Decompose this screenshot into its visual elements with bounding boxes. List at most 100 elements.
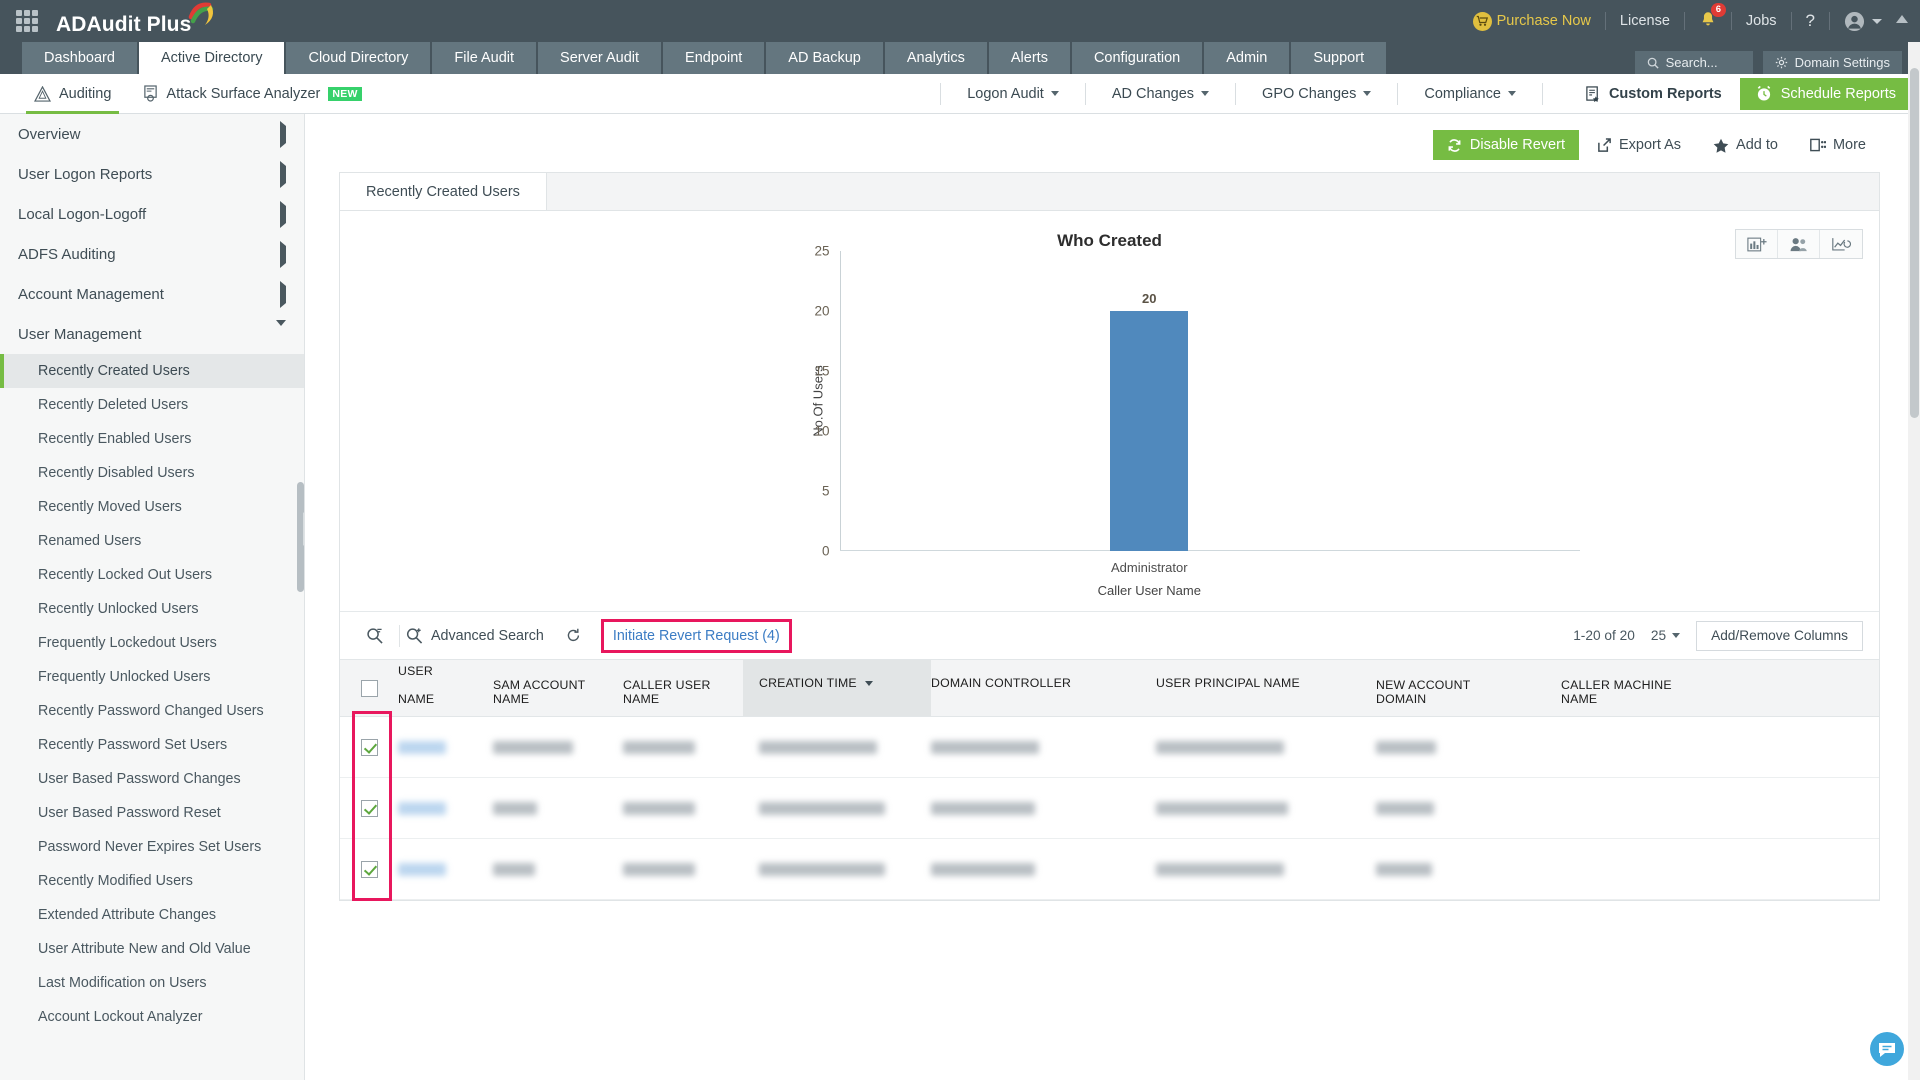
page-size-select[interactable]: 25 — [1651, 628, 1681, 643]
sidebar-group-user-logon-reports[interactable]: User Logon Reports — [0, 154, 304, 194]
search-input[interactable]: Search... — [1634, 51, 1753, 74]
chart-bar-view-button[interactable] — [1736, 230, 1778, 258]
sidebar-item-recently-moved-users[interactable]: Recently Moved Users — [38, 499, 182, 515]
select-all-checkbox[interactable] — [360, 679, 378, 697]
custom-reports-button[interactable]: Custom Reports — [1567, 86, 1740, 102]
column-header-caller-user-name[interactable]: CALLER USER NAME — [623, 678, 711, 706]
user-account-menu[interactable] — [1844, 11, 1882, 32]
column-header-caller-machine-name[interactable]: CALLER MACHINE NAME — [1561, 678, 1672, 706]
export-icon — [1598, 137, 1611, 152]
sidebar-item-recently-modified-users[interactable]: Recently Modified Users — [38, 873, 193, 889]
initiate-revert-request-link[interactable]: Initiate Revert Request (4) — [612, 627, 780, 644]
refresh-button[interactable] — [556, 628, 591, 643]
sidebar-item-recently-disabled-users[interactable]: Recently Disabled Users — [38, 465, 195, 481]
tab-server-audit[interactable]: Server Audit — [538, 42, 662, 74]
chart-y-tick: 25 — [814, 243, 830, 259]
sidebar-group-account-management[interactable]: Account Management — [0, 274, 304, 314]
chart-user-view-button[interactable] — [1778, 230, 1820, 258]
tab-endpoint[interactable]: Endpoint — [663, 42, 765, 74]
sidebar-group-adfs-auditing[interactable]: ADFS Auditing — [0, 234, 304, 274]
table-row[interactable] — [340, 717, 1879, 778]
sidebar-group-overview[interactable]: Overview — [0, 114, 304, 154]
jobs-link[interactable]: Jobs — [1745, 13, 1777, 29]
sidebar-item-user-based-password-changes[interactable]: User Based Password Changes — [38, 771, 241, 787]
tab-alerts[interactable]: Alerts — [988, 42, 1070, 74]
support-chat-button[interactable] — [1870, 1032, 1904, 1066]
sidebar-item-renamed-users[interactable]: Renamed Users — [38, 533, 142, 549]
sidebar-item-recently-locked-out-users[interactable]: Recently Locked Out Users — [38, 567, 213, 583]
tab-support[interactable]: Support — [1291, 42, 1387, 74]
menu-gpo-changes[interactable]: GPO Changes — [1236, 86, 1397, 102]
more-button[interactable]: More — [1796, 130, 1880, 160]
sidebar-item-account-lockout-analyzer[interactable]: Account Lockout Analyzer — [38, 1009, 203, 1025]
sidebar-item-recently-password-set-users[interactable]: Recently Password Set Users — [38, 737, 228, 753]
advanced-search-button[interactable]: Advanced Search — [406, 627, 556, 644]
sidebar-item-extended-attribute-changes[interactable]: Extended Attribute Changes — [38, 907, 217, 923]
divider — [1730, 12, 1732, 30]
sidebar-group-user-management[interactable]: User Management — [0, 314, 304, 354]
chart-bar[interactable] — [1110, 311, 1189, 551]
page-scrollbar-thumb[interactable] — [1910, 68, 1919, 418]
schedule-reports-button[interactable]: Schedule Reports — [1739, 77, 1912, 110]
help-icon[interactable]: ? — [1805, 11, 1815, 30]
column-header-user-principal-name[interactable]: USER PRINCIPAL NAME — [1156, 660, 1376, 716]
column-header-creation-time[interactable]: CREATION TIME — [743, 660, 931, 716]
page-scrollbar[interactable] — [1908, 42, 1920, 1080]
new-badge: NEW — [328, 86, 362, 101]
export-as-label: Export As — [1618, 137, 1682, 153]
column-header-user-name[interactable]: USER NAME — [398, 660, 493, 716]
sidebar-item-recently-deleted-users[interactable]: Recently Deleted Users — [38, 397, 189, 413]
collapse-header-icon[interactable] — [1894, 13, 1910, 29]
add-remove-columns-button[interactable]: Add/Remove Columns — [1696, 620, 1863, 651]
tab-cloud-directory[interactable]: Cloud Directory — [286, 42, 431, 74]
divider — [1604, 12, 1606, 30]
column-header-sam-account-name[interactable]: SAM ACCOUNT NAME — [493, 678, 586, 706]
tab-analytics[interactable]: Analytics — [884, 42, 987, 74]
menu-ad-changes[interactable]: AD Changes — [1086, 86, 1235, 102]
subnav-attack-surface-analyzer[interactable]: Attack Surface Analyzer NEW — [127, 74, 377, 114]
subnav-auditing[interactable]: Auditing — [18, 74, 127, 114]
row-checkbox[interactable] — [360, 738, 378, 756]
chart-line-view-button[interactable] — [1820, 230, 1862, 258]
column-header-domain-controller[interactable]: DOMAIN CONTROLLER — [931, 660, 1156, 716]
sidebar-item-user-attribute-new-and-old-value[interactable]: User Attribute New and Old Value — [38, 941, 251, 957]
search-table-button[interactable] — [356, 627, 393, 644]
purchase-now-button[interactable]: Purchase Now — [1472, 11, 1591, 31]
tab-admin[interactable]: Admin — [1204, 42, 1290, 74]
domain-settings-button[interactable]: Domain Settings — [1762, 51, 1902, 74]
sidebar-item-recently-unlocked-users[interactable]: Recently Unlocked Users — [38, 601, 199, 617]
sidebar-item-recently-enabled-users[interactable]: Recently Enabled Users — [38, 431, 192, 447]
tab-dashboard[interactable]: Dashboard — [22, 42, 137, 74]
domain-settings-label: Domain Settings — [1794, 55, 1890, 70]
export-as-button[interactable]: Export As — [1583, 130, 1695, 160]
sidebar-item-frequently-unlocked-users[interactable]: Frequently Unlocked Users — [38, 669, 211, 685]
app-grid-icon[interactable] — [16, 10, 38, 32]
tab-file-audit[interactable]: File Audit — [432, 42, 537, 74]
sidebar-collapse-handle[interactable] — [303, 512, 304, 546]
tab-ad-backup[interactable]: AD Backup — [766, 42, 883, 74]
row-checkbox[interactable] — [360, 799, 378, 817]
sidebar-item-recently-created-users[interactable]: Recently Created Users — [0, 354, 304, 388]
tab-active-directory[interactable]: Active Directory — [138, 42, 285, 74]
column-header-new-account-domain[interactable]: NEW ACCOUNT DOMAIN — [1376, 678, 1471, 706]
table-row[interactable] — [340, 778, 1879, 839]
notifications-button[interactable]: 6 — [1699, 2, 1726, 33]
sidebar-item-password-never-expires-set-users[interactable]: Password Never Expires Set Users — [38, 839, 262, 855]
disable-revert-button[interactable]: Disable Revert — [1432, 130, 1579, 160]
sidebar-item-recently-password-changed-users[interactable]: Recently Password Changed Users — [38, 703, 264, 719]
sidebar-scrollbar[interactable] — [297, 482, 304, 592]
alarm-clock-icon — [1757, 85, 1770, 101]
menu-logon-audit-label: Logon Audit — [967, 85, 1044, 102]
license-link[interactable]: License — [1619, 13, 1670, 29]
panel-tab-recently-created-users[interactable]: Recently Created Users — [340, 173, 547, 210]
sidebar-item-user-based-password-reset[interactable]: User Based Password Reset — [38, 805, 221, 821]
menu-compliance[interactable]: Compliance — [1398, 86, 1542, 102]
row-checkbox[interactable] — [360, 860, 378, 878]
sidebar-item-frequently-lockedout-users[interactable]: Frequently Lockedout Users — [38, 635, 217, 651]
sidebar-item-last-modification-on-users[interactable]: Last Modification on Users — [38, 975, 207, 991]
tab-configuration[interactable]: Configuration — [1071, 42, 1203, 74]
add-to-button[interactable]: Add to — [1699, 130, 1792, 160]
table-row[interactable] — [340, 839, 1879, 900]
menu-logon-audit[interactable]: Logon Audit — [941, 86, 1085, 102]
sidebar-group-local-logon-logoff[interactable]: Local Logon-Logoff — [0, 194, 304, 234]
